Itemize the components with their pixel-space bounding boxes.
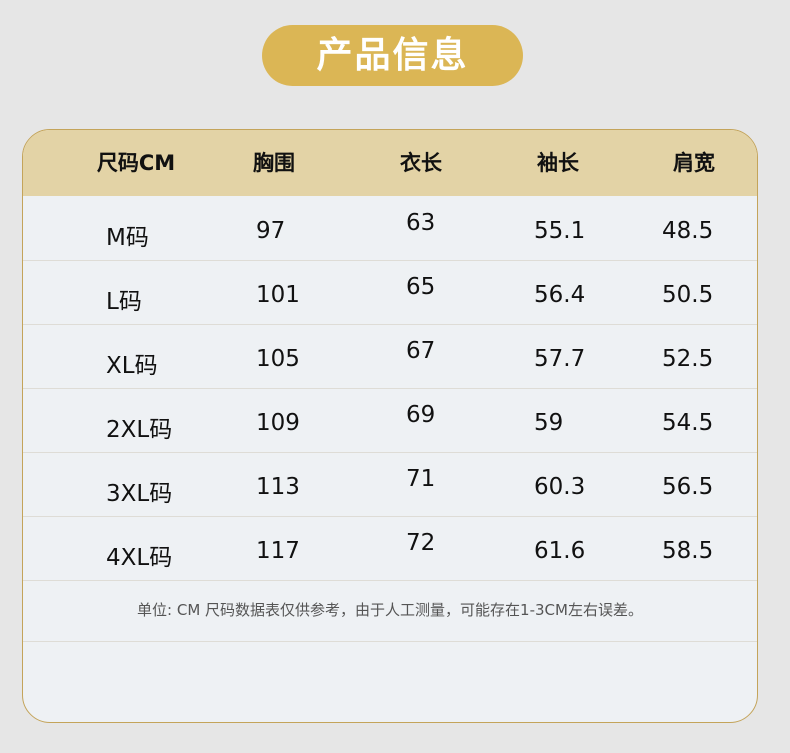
table-cell: 117 bbox=[256, 538, 300, 564]
table-cell: 50.5 bbox=[662, 282, 714, 308]
column-header: 衣长 bbox=[400, 151, 442, 175]
table-cell: 109 bbox=[256, 410, 300, 436]
table-cell: 54.5 bbox=[662, 410, 714, 436]
table-row: 2XL码 109 69 59 54.5 bbox=[23, 388, 757, 453]
column-header: 尺码CM bbox=[96, 151, 176, 175]
table-cell: 72 bbox=[406, 530, 436, 556]
size-table: 尺码CM 胸围 衣长 袖长 肩宽 M码 97 63 55.1 48.5 L码 101 65 56.4 50… bbox=[22, 129, 758, 723]
table-cell: M码 bbox=[106, 225, 149, 251]
page-title: 产品信息 bbox=[262, 25, 523, 86]
table-row: XL码 105 67 57.7 52.5 bbox=[23, 324, 757, 389]
table-row: M码 97 63 55.1 48.5 bbox=[23, 196, 757, 261]
table-cell: 56.4 bbox=[534, 282, 586, 308]
table-cell: 63 bbox=[406, 210, 436, 236]
column-header: 袖长 bbox=[537, 151, 579, 175]
table-cell: 61.6 bbox=[534, 538, 586, 564]
table-row: 4XL码 117 72 61.6 58.5 bbox=[23, 516, 757, 581]
table-cell: 56.5 bbox=[662, 474, 714, 500]
table-cell: 60.3 bbox=[534, 474, 586, 500]
table-header: 尺码CM 胸围 衣长 袖长 肩宽 bbox=[23, 130, 757, 196]
column-header: 肩宽 bbox=[673, 151, 715, 175]
table-cell: 52.5 bbox=[662, 346, 714, 372]
table-cell: 71 bbox=[406, 466, 436, 492]
table-cell: 48.5 bbox=[662, 218, 714, 244]
table-row: 3XL码 113 71 60.3 56.5 bbox=[23, 452, 757, 517]
table-cell: 105 bbox=[256, 346, 300, 372]
table-cell: 4XL码 bbox=[106, 545, 173, 571]
table-cell: XL码 bbox=[106, 353, 158, 379]
table-cell: L码 bbox=[106, 289, 142, 315]
table-cell: 101 bbox=[256, 282, 300, 308]
table-cell: 55.1 bbox=[534, 218, 586, 244]
table-cell: 65 bbox=[406, 274, 436, 300]
table-cell: 3XL码 bbox=[106, 481, 173, 507]
table-cell: 97 bbox=[256, 218, 286, 244]
column-header: 胸围 bbox=[253, 151, 295, 175]
table-cell: 58.5 bbox=[662, 538, 714, 564]
table-cell: 69 bbox=[406, 402, 436, 428]
size-note: 单位: CM 尺码数据表仅供参考，由于人工测量，可能存在1-3CM左右误差。 bbox=[23, 581, 757, 642]
table-cell: 67 bbox=[406, 338, 436, 364]
table-cell: 2XL码 bbox=[106, 417, 173, 443]
table-cell: 57.7 bbox=[534, 346, 586, 372]
table-row: L码 101 65 56.4 50.5 bbox=[23, 260, 757, 325]
table-cell: 59 bbox=[534, 410, 564, 436]
table-cell: 113 bbox=[256, 474, 300, 500]
